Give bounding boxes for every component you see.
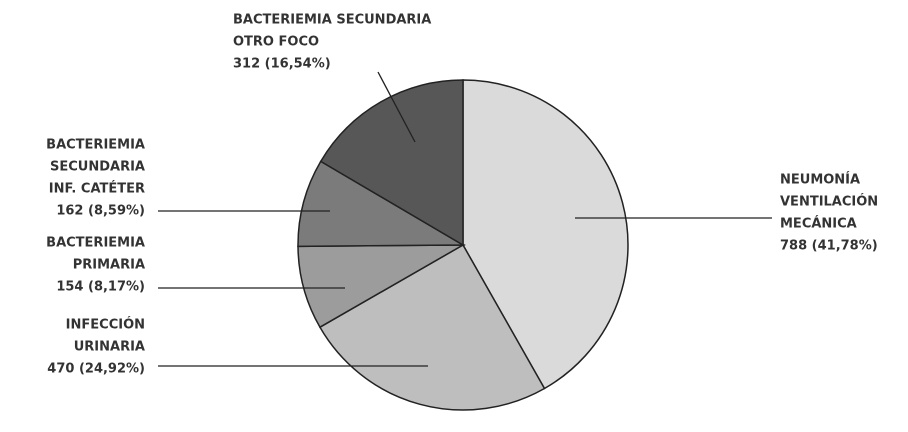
- slice-label: INFECCIÓN: [66, 317, 145, 333]
- leader-line: [377, 71, 416, 143]
- pie-slice: [318, 243, 546, 411]
- slice-label: PRIMARIA: [73, 258, 145, 273]
- slice-label: SECUNDARIA: [50, 160, 145, 175]
- pie-slice: [462, 79, 629, 390]
- value-label: 470 (24,92%): [47, 362, 145, 377]
- slice-label: OTRO FOCO: [233, 35, 319, 50]
- slice-label: BACTERIEMIA: [46, 138, 145, 153]
- value-label: 312 (16,54%): [233, 57, 331, 72]
- value-label: 788 (41,78%): [780, 239, 878, 254]
- slice-label: URINARIA: [74, 340, 145, 355]
- slice-label: BACTERIEMIA: [46, 236, 145, 251]
- value-label: 154 (8,17%): [56, 280, 145, 295]
- slice-label: MECÁNICA: [780, 216, 857, 232]
- value-label: 162 (8,59%): [56, 204, 145, 219]
- pie-slice: [319, 79, 464, 247]
- pie-slice: [297, 160, 466, 248]
- slice-label: VENTILACIÓN: [780, 194, 878, 210]
- slice-label: INF. CATÉTER: [49, 181, 145, 197]
- slice-label: BACTERIEMIA SECUNDARIA: [233, 13, 431, 28]
- slice-label: NEUMONÍA: [780, 172, 860, 188]
